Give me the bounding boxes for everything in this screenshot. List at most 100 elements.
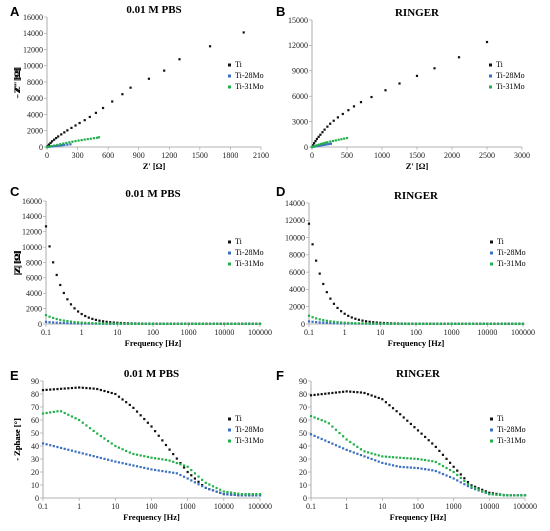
data-point bbox=[55, 273, 58, 277]
data-point bbox=[78, 451, 81, 454]
data-point bbox=[356, 445, 359, 448]
data-point bbox=[146, 455, 149, 459]
data-point bbox=[212, 322, 215, 325]
data-point bbox=[349, 390, 352, 393]
data-point bbox=[78, 418, 81, 422]
data-point bbox=[372, 322, 375, 325]
data-point bbox=[208, 483, 211, 486]
data-point bbox=[92, 429, 95, 432]
series-ti bbox=[41, 386, 262, 497]
data-point bbox=[495, 493, 498, 496]
data-point bbox=[70, 386, 74, 390]
data-point bbox=[336, 321, 339, 324]
data-point bbox=[413, 457, 416, 460]
data-point bbox=[53, 138, 56, 141]
data-point bbox=[463, 479, 466, 483]
x-tick-label: 100000 bbox=[511, 328, 535, 337]
x-tick-label: 1000 bbox=[444, 328, 460, 337]
data-point bbox=[434, 445, 437, 449]
x-tick-label: 10000 bbox=[214, 502, 234, 511]
data-point bbox=[52, 261, 55, 264]
data-point bbox=[77, 322, 80, 325]
legend-swatch bbox=[228, 240, 231, 244]
data-point bbox=[94, 111, 98, 114]
data-point bbox=[311, 316, 314, 319]
data-point bbox=[418, 322, 421, 325]
y-tick-label: 30 bbox=[299, 455, 307, 464]
series-ti-28mo bbox=[41, 442, 262, 497]
y-tick-label: 14000 bbox=[23, 29, 43, 38]
x-tick-label: 1 bbox=[345, 502, 349, 511]
panel-label: A bbox=[10, 4, 20, 19]
data-point bbox=[117, 395, 121, 398]
series-ti bbox=[309, 390, 527, 497]
data-point bbox=[310, 145, 314, 149]
data-point bbox=[391, 464, 395, 467]
data-point bbox=[321, 144, 324, 147]
data-point bbox=[222, 493, 225, 496]
data-point bbox=[332, 119, 335, 122]
data-point bbox=[78, 386, 81, 389]
data-point bbox=[363, 455, 366, 458]
data-point bbox=[244, 494, 247, 497]
data-point bbox=[190, 468, 193, 472]
data-point bbox=[87, 316, 90, 319]
data-point bbox=[143, 455, 146, 458]
chart-title: 0.01 M PBS bbox=[124, 368, 179, 380]
data-point bbox=[356, 391, 359, 394]
data-point bbox=[307, 222, 311, 225]
data-point bbox=[350, 316, 353, 319]
data-point bbox=[361, 322, 364, 325]
data-point bbox=[327, 441, 330, 444]
data-point bbox=[107, 458, 110, 461]
data-point bbox=[193, 481, 196, 484]
data-point bbox=[186, 477, 189, 480]
data-point bbox=[313, 416, 316, 419]
data-point bbox=[59, 410, 63, 413]
data-point bbox=[150, 468, 153, 471]
data-point bbox=[309, 415, 313, 418]
data-point bbox=[322, 321, 325, 324]
data-point bbox=[83, 138, 86, 141]
data-point bbox=[427, 468, 430, 471]
x-tick-label: 1000 bbox=[374, 151, 390, 160]
y-tick-label: 9000 bbox=[292, 67, 308, 76]
chart-title: RINGER bbox=[395, 7, 440, 19]
data-point bbox=[173, 322, 176, 325]
data-point bbox=[431, 460, 434, 463]
y-tick-label: 4000 bbox=[27, 110, 43, 119]
data-point bbox=[504, 322, 507, 325]
data-point bbox=[370, 457, 373, 461]
y-tick-label: 12000 bbox=[23, 45, 43, 54]
data-point bbox=[255, 493, 258, 496]
legend-swatch bbox=[490, 262, 493, 266]
data-point bbox=[191, 322, 194, 325]
data-point bbox=[114, 460, 117, 463]
data-point bbox=[320, 393, 323, 396]
data-point bbox=[97, 136, 101, 139]
data-point bbox=[357, 318, 361, 321]
data-point bbox=[352, 451, 355, 454]
data-point bbox=[409, 457, 412, 460]
data-point bbox=[313, 142, 316, 145]
legend-swatch bbox=[228, 63, 231, 67]
data-point bbox=[338, 431, 341, 435]
data-point bbox=[327, 422, 330, 425]
data-point bbox=[397, 322, 400, 325]
data-point bbox=[103, 457, 106, 460]
data-point bbox=[110, 459, 113, 462]
data-point bbox=[69, 322, 73, 325]
data-point bbox=[363, 450, 366, 453]
data-point bbox=[98, 322, 101, 325]
y-tick-label: 20 bbox=[299, 468, 307, 477]
data-point bbox=[413, 466, 416, 469]
data-point bbox=[336, 116, 339, 119]
data-point bbox=[416, 467, 420, 470]
data-point bbox=[407, 322, 410, 325]
data-point bbox=[105, 320, 108, 323]
data-point bbox=[456, 479, 459, 482]
data-point bbox=[240, 494, 244, 497]
data-point bbox=[57, 135, 60, 138]
data-point bbox=[62, 319, 65, 322]
